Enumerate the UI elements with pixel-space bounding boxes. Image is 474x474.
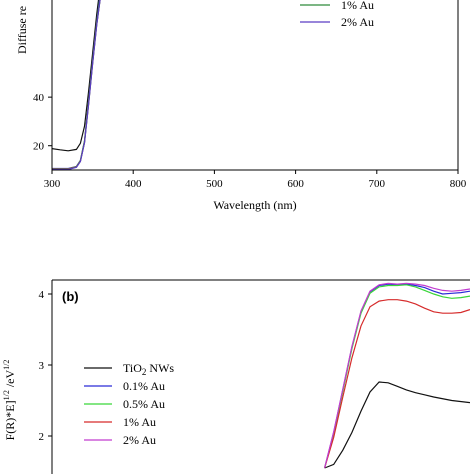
y-axis-label-b: F(R)*E]1/2 /eV1/2: [2, 360, 17, 441]
legend-label: 0.5% Au: [123, 397, 165, 411]
y-tick-label: 20: [33, 141, 45, 153]
series-line-b-0: [324, 381, 470, 469]
panel-b-legend: TiO2 NWs 0.1% Au 0.5% Au 1% Au 2% Au: [84, 361, 174, 447]
legend-label: TiO2 NWs: [123, 361, 174, 377]
y-tick-label: 2: [39, 431, 45, 443]
legend-label: 0.1% Au: [123, 379, 165, 393]
y-tick-label: 3: [39, 360, 45, 372]
x-axis-label: Wavelength (nm): [213, 198, 296, 212]
y-axis-label: Diffuse re: [15, 6, 29, 54]
panel-label: (b): [62, 289, 79, 304]
legend-label: 1% Au: [341, 0, 374, 12]
y-tick-label: 4: [39, 289, 45, 301]
y-tick-label: 40: [33, 92, 45, 104]
x-tick-label: 500: [206, 178, 223, 190]
series-line-a-2: [52, 0, 101, 170]
panel-a-x-ticks: 300 400 500 600 700 800: [44, 170, 467, 190]
panel-b-series: [324, 282, 470, 469]
series-line-a-1: [52, 0, 101, 170]
x-tick-label: 800: [450, 178, 467, 190]
panel-a-legend: 1% Au 2% Au: [300, 0, 374, 29]
panel-b: 2 3 4 (b) F(R)*E]1/2 /eV1/2 TiO2 NWs 0.1% A…: [2, 279, 470, 474]
x-tick-label: 700: [369, 178, 386, 190]
panel-a-series: [52, 0, 101, 170]
series-line-b-2: [324, 284, 470, 469]
legend-label: 1% Au: [123, 415, 156, 429]
series-line-b-4: [324, 282, 470, 469]
series-line-a-0: [52, 0, 100, 152]
series-line-a-5: [52, 0, 101, 170]
legend-label: 2% Au: [341, 15, 374, 29]
panel-b-y-ticks: 2 3 4: [39, 289, 52, 443]
series-line-a-4: [52, 0, 101, 170]
series-line-a-3: [52, 0, 101, 170]
x-tick-label: 400: [125, 178, 142, 190]
legend-label: 2% Au: [123, 433, 156, 447]
series-line-b-3: [324, 299, 470, 469]
x-tick-label: 600: [287, 178, 304, 190]
x-tick-label: 300: [44, 178, 61, 190]
